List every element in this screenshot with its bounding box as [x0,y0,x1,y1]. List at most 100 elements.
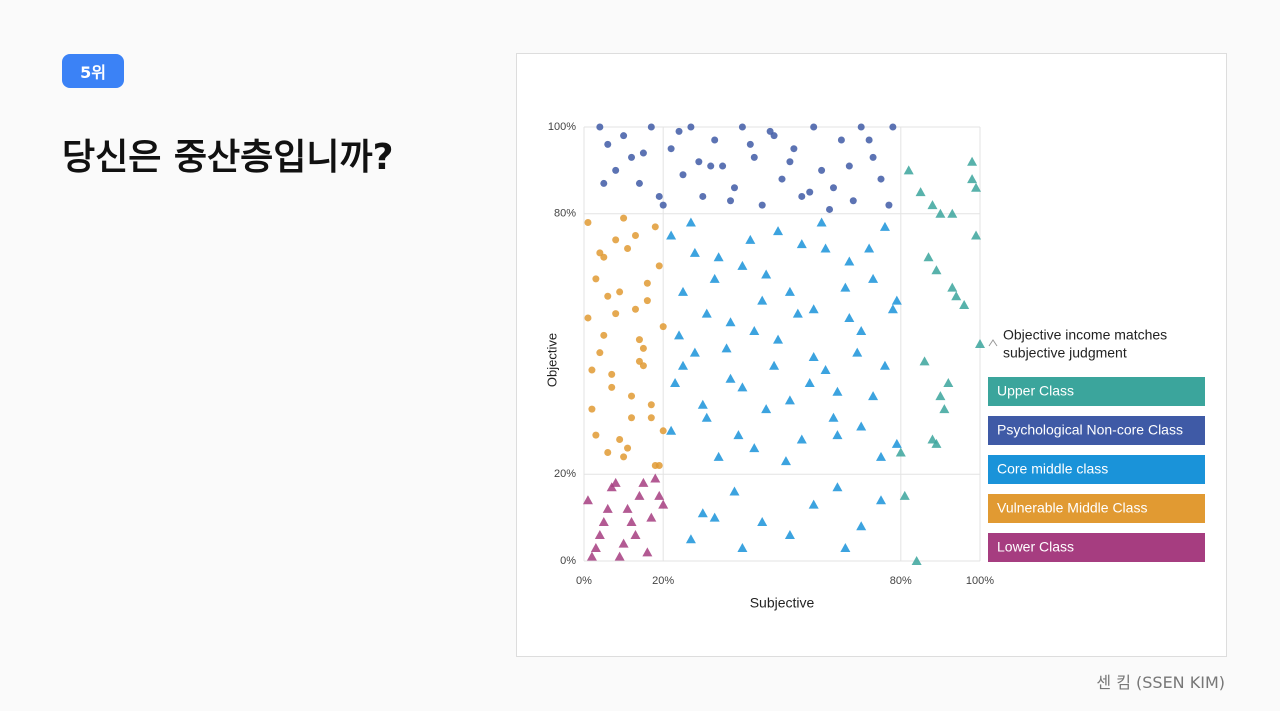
point [689,347,700,357]
point [685,217,696,227]
point [967,156,978,166]
point [646,512,657,522]
x-tick-label: 0% [576,575,592,587]
point [837,136,845,144]
point [737,260,748,270]
point [659,323,667,331]
point [620,214,628,222]
point [951,291,962,301]
point [598,516,609,526]
point [750,153,758,161]
point [820,243,831,253]
point [590,542,601,552]
point [758,201,766,209]
point [810,123,818,131]
point [699,192,707,200]
point [967,174,978,184]
point [915,187,926,197]
point [828,412,839,422]
point [757,516,768,526]
point [659,201,667,209]
y-tick-label: 80% [554,208,576,220]
rank-badge: 5위 [62,54,124,88]
point [630,529,641,539]
point [935,208,946,218]
point [749,325,760,335]
point [685,534,696,544]
point [784,529,795,539]
point [596,123,604,131]
legend-swatch [988,533,1205,562]
point [721,343,732,353]
point [592,275,600,283]
point [796,434,807,444]
point [889,123,897,131]
y-tick-label: 0% [560,555,576,567]
point [975,339,985,348]
legend-swatch [988,455,1205,484]
point [604,292,612,300]
point [639,344,647,352]
point [840,542,851,552]
point [856,521,867,531]
legend-label: Vulnerable Middle Class [997,500,1147,516]
legend-label: Lower Class [997,539,1074,555]
point [832,386,843,396]
point [719,162,727,170]
point [616,288,624,296]
point [618,538,629,548]
point [586,551,597,561]
point [845,162,853,170]
point [780,456,791,466]
point [891,295,902,305]
point [610,477,621,487]
point [766,127,774,135]
point [769,360,780,370]
point [773,334,784,344]
x-tick-label: 80% [890,575,912,587]
chart: Objective Subjective Objective income ma… [516,53,1227,657]
legend-swatch [988,494,1205,523]
point [697,399,708,409]
point [792,308,803,318]
point [844,312,855,322]
point [939,404,950,414]
point [806,188,814,196]
point [877,175,885,183]
legend-label: Upper Class [997,383,1074,399]
x-tick-label: 20% [652,575,674,587]
point [713,252,724,262]
point [947,282,958,292]
point [614,551,625,561]
y-tick-label: 100% [548,121,576,133]
point [737,382,748,392]
point [701,308,712,318]
point [826,205,834,213]
point [602,503,613,513]
point [738,123,746,131]
point [588,366,596,374]
point [594,529,605,539]
point [729,486,740,496]
point [596,349,604,357]
point [746,140,754,148]
point [689,247,700,257]
point [655,192,663,200]
point [624,245,632,253]
point [666,230,677,240]
point [844,256,855,266]
point [643,297,651,305]
point [761,404,772,414]
point [701,412,712,422]
y-tick-label: 20% [554,468,576,480]
annotation-icon [988,339,998,347]
point [727,197,735,205]
point [608,383,616,391]
point [647,123,655,131]
point [612,236,620,244]
point [864,243,875,253]
point [711,136,719,144]
point [899,490,910,500]
point [737,542,748,552]
